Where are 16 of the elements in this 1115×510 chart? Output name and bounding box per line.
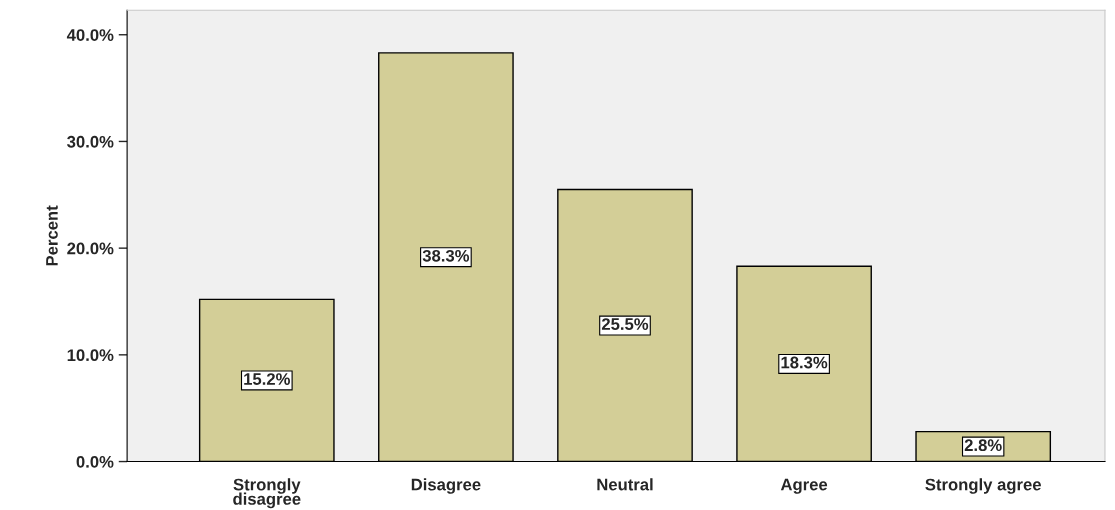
y-tick-label: 40.0% xyxy=(66,29,114,41)
data-label: 38.3% xyxy=(422,249,470,262)
data-label: 2.8% xyxy=(964,439,1002,452)
x-tick-label: Strongly agree xyxy=(925,478,1041,494)
x-tick-label: Disagree xyxy=(411,478,481,494)
y-tick-label: 10.0% xyxy=(67,349,114,362)
data-label: 18.3% xyxy=(781,356,828,369)
x-tick-label: Strongly disagree xyxy=(233,478,301,509)
y-tick-label: 0.0% xyxy=(76,455,114,468)
x-tick-label: Neutral xyxy=(597,478,653,491)
data-label: 25.5% xyxy=(601,318,649,330)
x-tick-label: Agree xyxy=(780,478,828,494)
y-tick-label: 30.0% xyxy=(67,135,114,148)
y-tick-label: 20.0% xyxy=(67,242,114,255)
y-axis-title: Percent xyxy=(46,205,58,266)
data-label: 15.2% xyxy=(244,373,290,385)
